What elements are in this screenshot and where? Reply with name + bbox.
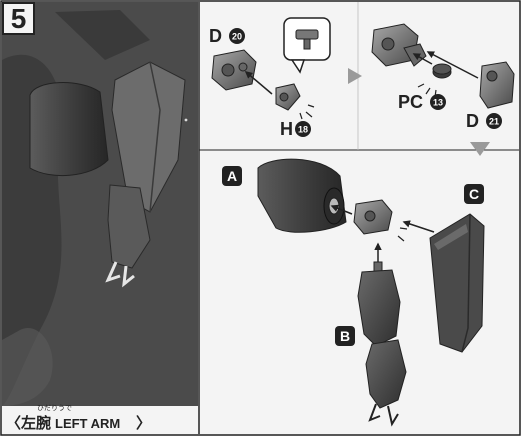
part-a-label: A: [227, 168, 237, 184]
main-assembly: A C B: [222, 158, 485, 427]
part-c-label: C: [469, 186, 479, 202]
part-d20: [211, 49, 257, 91]
step-number: 5: [2, 2, 35, 35]
part-b-badge: [335, 326, 355, 346]
part-pc13-number: 13: [433, 98, 443, 108]
detail-callout: [283, 17, 331, 74]
title-open-bracket: 〈: [6, 414, 21, 432]
part-c-badge: [464, 184, 484, 204]
part-pc13: [432, 63, 452, 79]
part-d21-number: 21: [489, 117, 499, 127]
title-english: LEFT ARM: [55, 416, 120, 431]
assembled-joint-main: [353, 199, 393, 235]
title-ruby: ひだりうで: [37, 404, 72, 412]
step-number-text: 5: [11, 3, 27, 34]
part-b-label: B: [340, 328, 350, 344]
part-c: [429, 213, 485, 353]
title-kanji: 左腕: [20, 414, 51, 432]
part-h18: [275, 83, 301, 111]
substep-1: D 20 H 18: [209, 17, 331, 139]
arrow-d21-to-joint: [426, 51, 479, 79]
part-d21-letter: D: [466, 111, 479, 131]
next-step-arrow: [348, 68, 362, 84]
part-d21-badge: [486, 113, 502, 129]
part-pc13-letter: PC: [398, 92, 423, 112]
overview-panel: [2, 2, 198, 406]
part-d20-number: 20: [232, 32, 242, 42]
part-d20-badge: [229, 28, 245, 44]
part-h18-badge: [295, 121, 311, 137]
part-a-badge: [222, 166, 242, 186]
part-d21: [479, 61, 515, 109]
arrow-h18-to-d20: [244, 71, 273, 95]
click-mark-h18: [299, 104, 315, 120]
part-pc13-badge: [430, 94, 446, 110]
part-b: [357, 261, 407, 427]
substep-2: PC 13 D 21: [371, 23, 515, 131]
title-close-bracket: 〉: [136, 414, 151, 432]
arrow-pc13-to-joint: [412, 53, 433, 65]
arrow-c-to-joint: [402, 220, 435, 233]
down-step-arrow: [470, 142, 490, 156]
part-d20-letter: D: [209, 26, 222, 46]
click-mark-joint: [397, 227, 408, 242]
section-title: ひだりうで 〈 左腕 LEFT ARM 〉: [2, 404, 198, 434]
part-h18-letter: H: [280, 119, 293, 139]
part-h18-number: 18: [298, 125, 308, 135]
arrow-joint-to-a: [330, 204, 353, 215]
